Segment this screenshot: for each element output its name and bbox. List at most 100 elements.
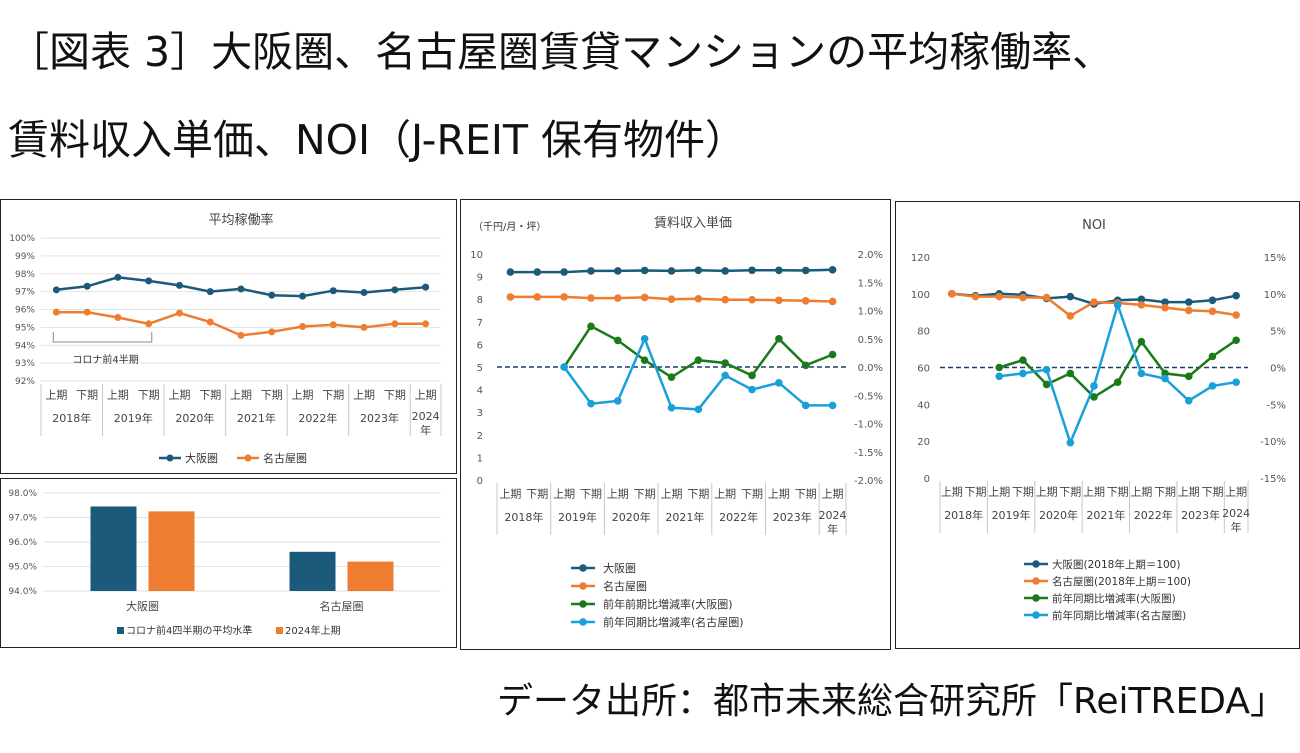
series-2-point: [1232, 336, 1240, 345]
series-2-point: [1019, 356, 1027, 364]
x-axis-period-label: 上期: [415, 388, 437, 401]
y-tick-label: 95%: [15, 323, 35, 333]
y-left-tick-label: 0: [477, 476, 483, 487]
series-0-point: [748, 266, 756, 275]
x-axis-period-label: 上期: [168, 388, 190, 401]
x-axis-period-label: 下期: [741, 487, 763, 500]
y-tick-label: 97%: [15, 288, 35, 298]
series-3-point: [1232, 378, 1240, 387]
rent-unit-chart: 賃料収入単価（千円/月・坪）1098765432102.0%1.5%1.0%0.…: [470, 215, 883, 629]
y-left-tick-label: 10: [470, 250, 483, 261]
series-3-point: [775, 379, 783, 387]
x-axis-year-label: 2020年: [175, 411, 214, 425]
series-2-point: [995, 363, 1004, 372]
series-1-point: [1019, 293, 1027, 302]
annotation-label: コロナ前4半期: [72, 353, 138, 366]
x-axis-period-label: 上期: [230, 388, 252, 401]
series-2-point: [667, 373, 676, 381]
y-right-tick-label: 15%: [1264, 253, 1286, 264]
y-right-tick-label: 5%: [1270, 327, 1286, 338]
y-right-tick-label: -1.0%: [854, 420, 883, 431]
y-left-tick-label: 80: [917, 327, 930, 338]
y-left-tick-label: 3: [477, 408, 483, 419]
y-tick-label: 92%: [15, 377, 35, 387]
series-1-point: [587, 294, 595, 302]
series-2-point: [775, 334, 783, 343]
series-1-point: [828, 297, 837, 306]
legend-label: 2024年上期: [285, 624, 340, 637]
series-1-point: [560, 293, 568, 301]
occupancy-chart-panel: 平均稼働率 100% 99% 98% 97% 96% 95% 94% 93% 92% 上期 下期 上期下…: [0, 199, 457, 474]
x-axis-period-label: 上期: [988, 485, 1010, 498]
y-tick-label: 99%: [15, 252, 35, 262]
y-right-tick-label: -10%: [1260, 437, 1286, 448]
series-2-point: [828, 350, 837, 359]
series-2-point: [640, 356, 649, 365]
x-axis-year-label: 2022年: [1134, 508, 1173, 522]
series-1-point: [83, 308, 91, 316]
x-axis-year-label: 2021年: [1086, 508, 1125, 522]
series-0-point: [1208, 296, 1217, 305]
annotation-bracket: [52, 332, 153, 343]
series-1-point: [721, 295, 729, 304]
x-axis-year-label: 2018年: [944, 508, 983, 522]
x-axis-year-label: 2018年: [52, 411, 91, 425]
series-3-point: [801, 401, 810, 410]
y-right-tick-label: 2.0%: [858, 250, 883, 261]
y-left-tick-label: 8: [477, 295, 483, 306]
x-axis-year-label: 2019年: [114, 411, 153, 425]
bar: [90, 506, 137, 591]
series-1-point: [145, 320, 153, 328]
series-0-point: [114, 273, 122, 281]
x-axis-period-label: 下期: [1154, 485, 1176, 498]
series-1-point: [268, 328, 276, 336]
noi-chart: NOI 120 100 80 60 40 20 0 15% 10% 5% 0% -5% -10% -15% 上…: [911, 218, 1286, 622]
x-axis-year-label: 2018年: [504, 510, 543, 524]
legend-label: 大阪圏: [603, 561, 636, 575]
y-left-tick-label: 20: [917, 437, 930, 448]
y-right-tick-label: 0%: [1270, 364, 1286, 375]
series-1-point: [52, 308, 60, 316]
x-axis-year-label: 2024: [819, 509, 847, 522]
y-left-tick-label: 2: [477, 431, 483, 442]
series-0-point: [52, 286, 60, 294]
series-0-point: [667, 267, 676, 275]
series-1-point: [801, 296, 810, 305]
series-0-point: [1184, 298, 1193, 306]
series-0-point: [237, 285, 245, 293]
series-0-point: [614, 267, 622, 275]
series-0-point: [268, 291, 276, 299]
y-right-tick-label: -15%: [1260, 474, 1286, 485]
legend-label: 名古屋圏: [603, 579, 647, 593]
series-0-point: [175, 281, 183, 289]
x-axis-year-label: 2021年: [237, 411, 276, 425]
series-3-point: [614, 397, 622, 405]
y-tick-label: 98.0%: [8, 489, 37, 499]
x-axis-year-label: 2021年: [665, 510, 704, 524]
x-axis-period-label: 上期: [1036, 485, 1058, 498]
y-left-tick-label: 1: [477, 453, 483, 464]
series-0-point: [775, 266, 783, 275]
y-right-tick-label: 0.0%: [858, 363, 883, 374]
x-axis-period-label: 上期: [353, 388, 375, 401]
data-source-note: データ出所：都市未来総合研究所「ReiTREDA」: [496, 681, 1286, 722]
x-axis-period-label: 下期: [1201, 485, 1223, 498]
series-1-point: [360, 323, 368, 331]
series-1-point: [1232, 311, 1240, 319]
x-axis-period-label: 上期: [607, 487, 629, 500]
x-axis-period-label: 上期: [822, 487, 844, 500]
series-3-point: [1090, 382, 1098, 390]
x-axis-year-label: 2019年: [558, 510, 597, 524]
legend-marker: [244, 454, 252, 462]
series-1-point: [1137, 301, 1146, 309]
legend-marker: [1032, 560, 1040, 568]
series-0-point: [506, 268, 515, 276]
y-left-tick-label: 100: [911, 290, 930, 301]
series-1-point: [1184, 306, 1193, 315]
x-axis-period-label: 下期: [76, 388, 98, 401]
series-1-point: [948, 290, 956, 298]
series-0-point: [1137, 295, 1146, 304]
series-0-point: [533, 268, 542, 276]
series-1-point: [114, 314, 122, 322]
series-1-point: [1042, 293, 1051, 302]
